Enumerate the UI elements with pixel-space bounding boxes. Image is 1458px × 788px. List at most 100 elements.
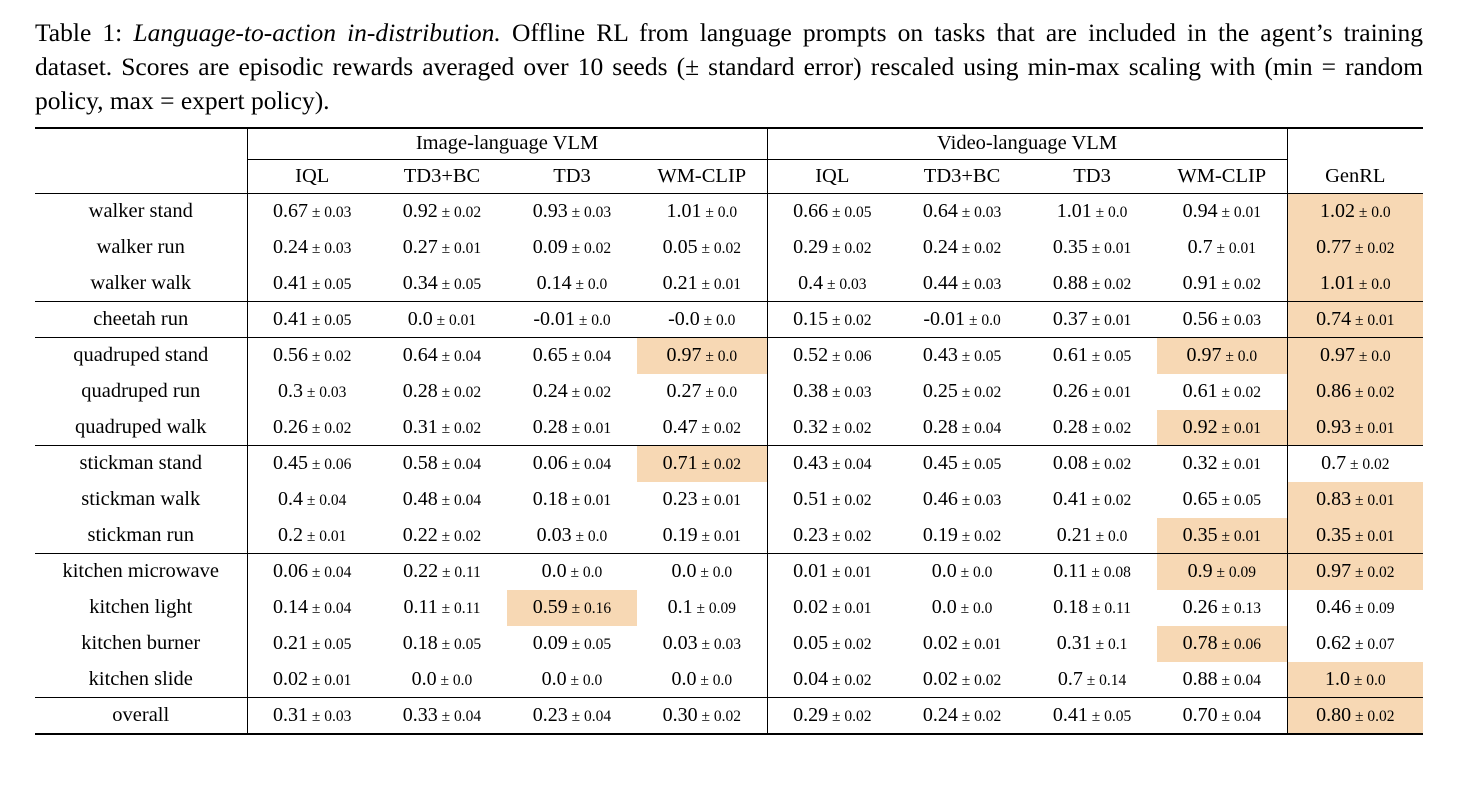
score-cell: 0.14 ± 0.04 bbox=[247, 590, 377, 626]
score-value: 0.65 bbox=[532, 344, 568, 367]
score-error: ± 0.03 bbox=[828, 384, 872, 402]
score-error: ± 0.01 bbox=[437, 240, 482, 258]
score-cell: 0.97 ± 0.02 bbox=[1287, 553, 1424, 590]
score-cell: 0.29 ± 0.02 bbox=[767, 230, 897, 266]
score-cell: 0.47 ± 0.02 bbox=[637, 409, 768, 447]
score-error: ± 0.09 bbox=[692, 600, 736, 618]
score-error: ± 0.02 bbox=[697, 419, 741, 437]
score-error: ± 0.0 bbox=[696, 564, 733, 582]
score-error: ± 0.02 bbox=[1351, 707, 1395, 725]
score-cell: 0.4 ± 0.04 bbox=[247, 482, 377, 518]
score-cell: 0.21 ± 0.01 bbox=[637, 265, 768, 303]
caption-title: Language-to-action in-distribution. bbox=[133, 18, 501, 47]
score-value: 0.88 bbox=[1182, 667, 1218, 690]
score-cell: 0.37 ± 0.01 bbox=[1027, 301, 1158, 339]
score-cell: 0.03 ± 0.03 bbox=[637, 625, 768, 662]
score-value: 0.97 bbox=[666, 344, 702, 367]
score-value: 0.64 bbox=[402, 344, 438, 367]
score-value: 0.35 bbox=[1052, 236, 1088, 259]
score-error: ± 0.01 bbox=[828, 564, 872, 582]
score-cell: 0.91 ± 0.02 bbox=[1157, 265, 1288, 303]
score-value: 0.30 bbox=[662, 703, 698, 726]
score-cell: 0.45 ± 0.06 bbox=[247, 446, 377, 482]
score-value: 0.52 bbox=[793, 344, 829, 367]
score-value: 0.2 bbox=[278, 523, 304, 546]
score-error: ± 0.04 bbox=[1217, 707, 1261, 725]
score-cell: 0.28 ± 0.01 bbox=[507, 409, 637, 447]
score-cell: 0.48 ± 0.04 bbox=[377, 482, 507, 518]
score-error: ± 0.0 bbox=[965, 312, 1001, 330]
score-error: ± 0.04 bbox=[437, 492, 482, 510]
score-value: 0.26 bbox=[1182, 596, 1218, 619]
score-error: ± 0.02 bbox=[828, 707, 872, 725]
score-error: ± 0.02 bbox=[1087, 275, 1132, 293]
score-value: 0.0 bbox=[541, 667, 567, 690]
score-value: 0.44 bbox=[922, 271, 958, 294]
score-value: 0.29 bbox=[793, 236, 829, 259]
col-header-iql-image: IQL bbox=[247, 159, 377, 195]
score-value: 0.92 bbox=[1182, 415, 1218, 438]
table-row: quadruped stand 0.56 ± 0.02 0.64 ± 0.04 0.6… bbox=[35, 337, 1424, 374]
score-cell: 0.31 ± 0.02 bbox=[377, 409, 507, 447]
row-label-quadruped-walk: quadruped walk bbox=[35, 409, 248, 447]
score-error: ± 0.02 bbox=[308, 419, 352, 437]
score-value: 0.06 bbox=[532, 452, 568, 475]
score-value: 0.41 bbox=[273, 308, 309, 331]
score-value: 0.28 bbox=[532, 415, 568, 438]
score-value: 0.56 bbox=[1182, 308, 1218, 331]
score-value: 0.48 bbox=[402, 488, 438, 511]
score-value: 0.66 bbox=[793, 200, 829, 223]
score-value: 0.83 bbox=[1316, 488, 1352, 511]
score-value: 0.3 bbox=[278, 380, 304, 403]
score-cell: 1.01 ± 0.0 bbox=[637, 193, 768, 230]
score-value: 0.71 bbox=[662, 452, 698, 475]
score-error: ± 0.08 bbox=[1087, 564, 1131, 582]
row-label-walker-stand: walker stand bbox=[35, 193, 248, 230]
score-value: 0.41 bbox=[1052, 488, 1088, 511]
score-cell: 0.32 ± 0.02 bbox=[767, 409, 898, 447]
score-value: 0.45 bbox=[273, 452, 309, 475]
score-error: ± 0.02 bbox=[957, 240, 1002, 258]
score-cell: 0.11 ± 0.08 bbox=[1027, 554, 1157, 590]
score-cell: 0.24 ± 0.02 bbox=[897, 698, 1027, 734]
score-value: 0.70 bbox=[1182, 703, 1218, 726]
score-error: ± 0.04 bbox=[308, 600, 352, 618]
score-error: ± 0.02 bbox=[308, 348, 352, 366]
score-cell: 0.35 ± 0.01 bbox=[1287, 517, 1424, 555]
score-cell: 0.32 ± 0.01 bbox=[1157, 445, 1288, 482]
score-cell: 0.41 ± 0.02 bbox=[1027, 482, 1157, 518]
score-error: ± 0.05 bbox=[828, 204, 872, 222]
score-error: ± 0.02 bbox=[957, 671, 1002, 689]
score-value: 0.34 bbox=[402, 271, 438, 294]
score-value: 0.43 bbox=[922, 344, 958, 367]
paper-page: Table 1: Language-to-action in-distribut… bbox=[35, 18, 1424, 735]
score-cell: 0.65 ± 0.05 bbox=[1157, 481, 1288, 518]
score-error: ± 0.07 bbox=[1351, 636, 1395, 654]
score-error: ± 0.0 bbox=[571, 275, 608, 293]
score-error: ± 0.01 bbox=[1212, 240, 1256, 258]
score-value: -0.01 bbox=[533, 308, 576, 331]
score-value: 0.43 bbox=[793, 452, 829, 475]
score-cell: 0.23 ± 0.04 bbox=[507, 698, 637, 734]
score-value: 0.31 bbox=[1056, 632, 1092, 655]
score-cell: 0.9 ± 0.09 bbox=[1157, 553, 1288, 590]
score-error: ± 0.01 bbox=[303, 527, 347, 545]
score-cell: 0.27 ± 0.0 bbox=[637, 373, 768, 410]
table-row: overall 0.31 ± 0.03 0.33 ± 0.04 0.23 ± 0.04… bbox=[35, 697, 1424, 734]
score-error: ± 0.02 bbox=[437, 419, 482, 437]
score-error: ± 0.02 bbox=[828, 671, 872, 689]
table-row: stickman run 0.2 ± 0.01 0.22 ± 0.02 0.03 ± … bbox=[35, 517, 1424, 555]
score-error: ± 0.09 bbox=[1351, 600, 1395, 618]
score-value: 0.37 bbox=[1052, 308, 1088, 331]
score-cell: 0.62 ± 0.07 bbox=[1287, 626, 1423, 662]
score-error: ± 0.03 bbox=[303, 384, 347, 402]
score-cell: 0.30 ± 0.02 bbox=[637, 697, 768, 734]
score-cell: 0.3 ± 0.03 bbox=[247, 374, 377, 410]
score-value: 0.02 bbox=[922, 667, 958, 690]
score-value: 0.0 bbox=[931, 560, 957, 583]
score-value: 0.97 bbox=[1186, 344, 1222, 367]
score-error: ± 0.02 bbox=[957, 384, 1002, 402]
score-error: ± 0.06 bbox=[828, 348, 872, 366]
score-error: ± 0.01 bbox=[957, 636, 1002, 654]
score-error: ± 0.09 bbox=[1212, 564, 1256, 582]
